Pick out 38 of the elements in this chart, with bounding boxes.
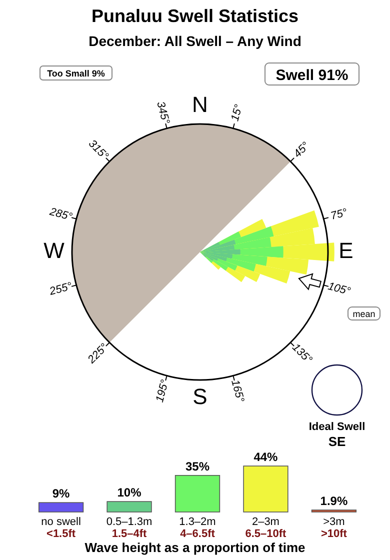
bar: [174, 475, 220, 512]
text: 345°: [154, 100, 172, 126]
text: 285°: [47, 206, 74, 224]
text: Punaluu Swell Statistics: [91, 6, 299, 26]
category-label: W: [44, 238, 65, 263]
x-tick-label: 1.3–2m 4–6.5ft: [179, 516, 216, 540]
text: SE: [328, 434, 346, 449]
text: 165°: [228, 378, 246, 404]
category-label: S: [192, 384, 208, 409]
x-axis-title: Wave height as a proportion of time: [84, 540, 306, 555]
text: mean: [352, 309, 376, 319]
data-label: 44%: [254, 450, 278, 464]
text: 15°: [229, 102, 246, 122]
data-label: 9%: [52, 486, 70, 501]
text: Too Small 9%: [47, 68, 105, 78]
category-label: N: [192, 92, 208, 117]
text: 75°: [329, 206, 350, 223]
text: December: All Swell – Any Wind: [88, 33, 302, 49]
x-tick-label: 0.5–1.3m 1.5–4ft: [106, 516, 152, 540]
text: 315°: [86, 138, 111, 163]
data-label: 10%: [117, 486, 142, 500]
text: 135°: [290, 341, 315, 366]
x-tick-label: no swell <1.5ft: [41, 516, 81, 540]
bar: [311, 510, 357, 512]
text: 255°: [47, 280, 74, 298]
bar: [243, 466, 288, 512]
bar: [38, 502, 84, 512]
x-tick-label: 2–3m 6.5–10ft: [245, 516, 287, 540]
text: 105°: [326, 280, 352, 298]
text: Ideal Swell: [308, 421, 366, 433]
x-tick-label: >3m >10ft: [320, 516, 348, 540]
text: 195°: [154, 378, 172, 404]
data-label: 35%: [185, 459, 210, 474]
text: 45°: [292, 140, 312, 160]
data-label: 1.9%: [320, 494, 348, 508]
text: Swell 91%: [276, 67, 348, 84]
category-label: E: [338, 238, 354, 263]
bar: [106, 501, 152, 512]
